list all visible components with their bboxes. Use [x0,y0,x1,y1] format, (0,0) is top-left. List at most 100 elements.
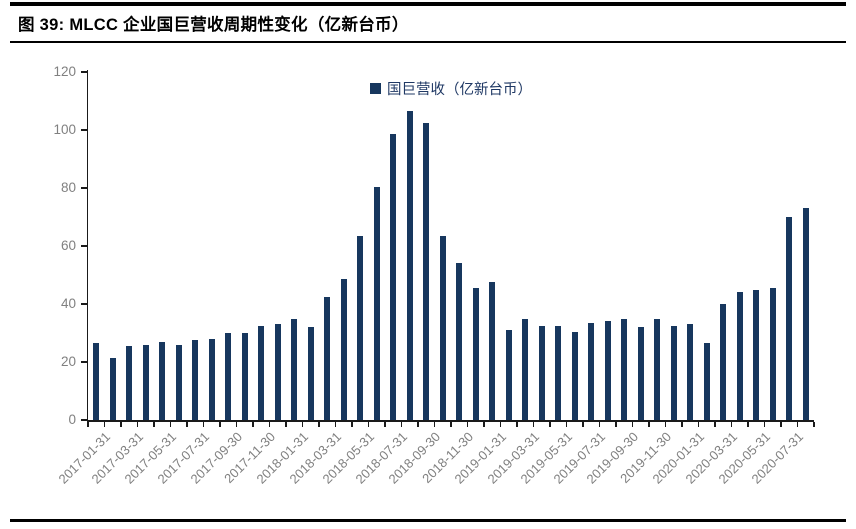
figure-title: 图 39: MLCC 企业国巨营收周期性变化（亿新台币） [18,16,409,34]
bar [192,340,199,420]
x-axis-tick [697,421,700,427]
bar [687,324,694,420]
bar [175,344,182,420]
x-axis-tick [747,421,749,427]
bar [489,282,496,420]
y-tick-label: 80 [60,180,76,195]
bar [720,304,727,420]
x-axis-tick [367,421,370,427]
bar [225,333,232,420]
x-axis-tick [483,421,485,427]
x-axis-tick [301,421,304,427]
bar [769,288,776,420]
bar [324,296,331,420]
y-axis-tick [80,303,87,305]
x-axis-tick [120,421,122,427]
y-tick-label: 60 [60,238,76,253]
y-tick-label: 120 [53,64,76,79]
bar [654,318,661,420]
bar [126,346,133,420]
bar [258,325,265,420]
x-axis-tick [202,421,205,427]
bar [637,327,644,420]
bar [621,318,628,420]
x-axis-tick [714,421,716,427]
top-rule [10,2,846,6]
x-axis-tick [813,421,815,427]
bar [439,235,446,420]
x-axis-tick [499,421,502,427]
x-axis-tick [136,421,139,427]
bar [208,338,215,420]
bar [538,325,545,420]
chart-legend: 国巨营收（亿新台币） [370,78,532,99]
x-axis-tick [103,421,106,427]
legend-square-icon [370,83,381,94]
x-axis-tick [186,421,188,427]
bar [753,289,760,420]
y-axis-tick [80,361,87,363]
x-axis-tick [268,421,271,427]
x-axis-tick [169,421,172,427]
x-axis-tick [318,421,320,427]
bar [736,292,743,420]
x-axis-tick [466,421,469,427]
y-axis-tick [80,245,87,247]
bar-chart: 国巨营收（亿新台币） 0 20 40 60 80 100 120 2017-01-31 201… [0,46,856,516]
bar [307,327,314,420]
bar [340,279,347,420]
bar [406,111,413,420]
bar [472,288,479,420]
x-axis-tick [796,421,799,427]
x-axis-tick [664,421,667,427]
x-axis-tick [598,421,601,427]
x-axis-tick [417,421,419,427]
title-divider-rule [10,41,846,43]
x-axis-tick [615,421,617,427]
bar [703,343,710,420]
x-axis-tick [549,421,551,427]
bar [291,318,298,420]
y-tick-label: 20 [60,354,76,369]
bottom-rule [10,519,846,522]
x-axis-tick [252,421,254,427]
y-tick-label: 0 [68,412,76,427]
x-axis-tick [334,421,337,427]
bar [604,321,611,420]
x-axis-tick [153,421,155,427]
x-axis-tick [384,421,386,427]
bar [588,322,595,420]
x-axis-tick [730,421,733,427]
bar [786,217,793,420]
y-axis-tick [80,129,87,131]
x-axis-tick [400,421,403,427]
x-axis-tick [285,421,287,427]
x-axis-tick [565,421,568,427]
x-axis-tick [87,421,89,427]
bar [373,186,380,420]
y-tick-label: 40 [60,296,76,311]
x-axis-tick [433,421,436,427]
y-axis-tick [80,419,87,421]
bar [357,235,364,420]
bar [555,325,562,420]
x-axis-tick [648,421,650,427]
y-axis-line [86,70,88,422]
y-tick-label: 100 [53,122,76,137]
x-axis-tick [516,421,518,427]
x-axis-tick [219,421,221,427]
bar [802,208,809,420]
bar [571,331,578,420]
x-axis-tick [351,421,353,427]
x-axis-tick [763,421,766,427]
bar [93,343,100,420]
x-axis-tick [532,421,535,427]
bar [390,134,397,420]
y-axis-tick [80,187,87,189]
bar [159,341,166,420]
x-axis-tick [631,421,634,427]
bar [505,330,512,420]
bar [423,122,430,420]
legend-label: 国巨营收（亿新台币） [387,82,532,98]
